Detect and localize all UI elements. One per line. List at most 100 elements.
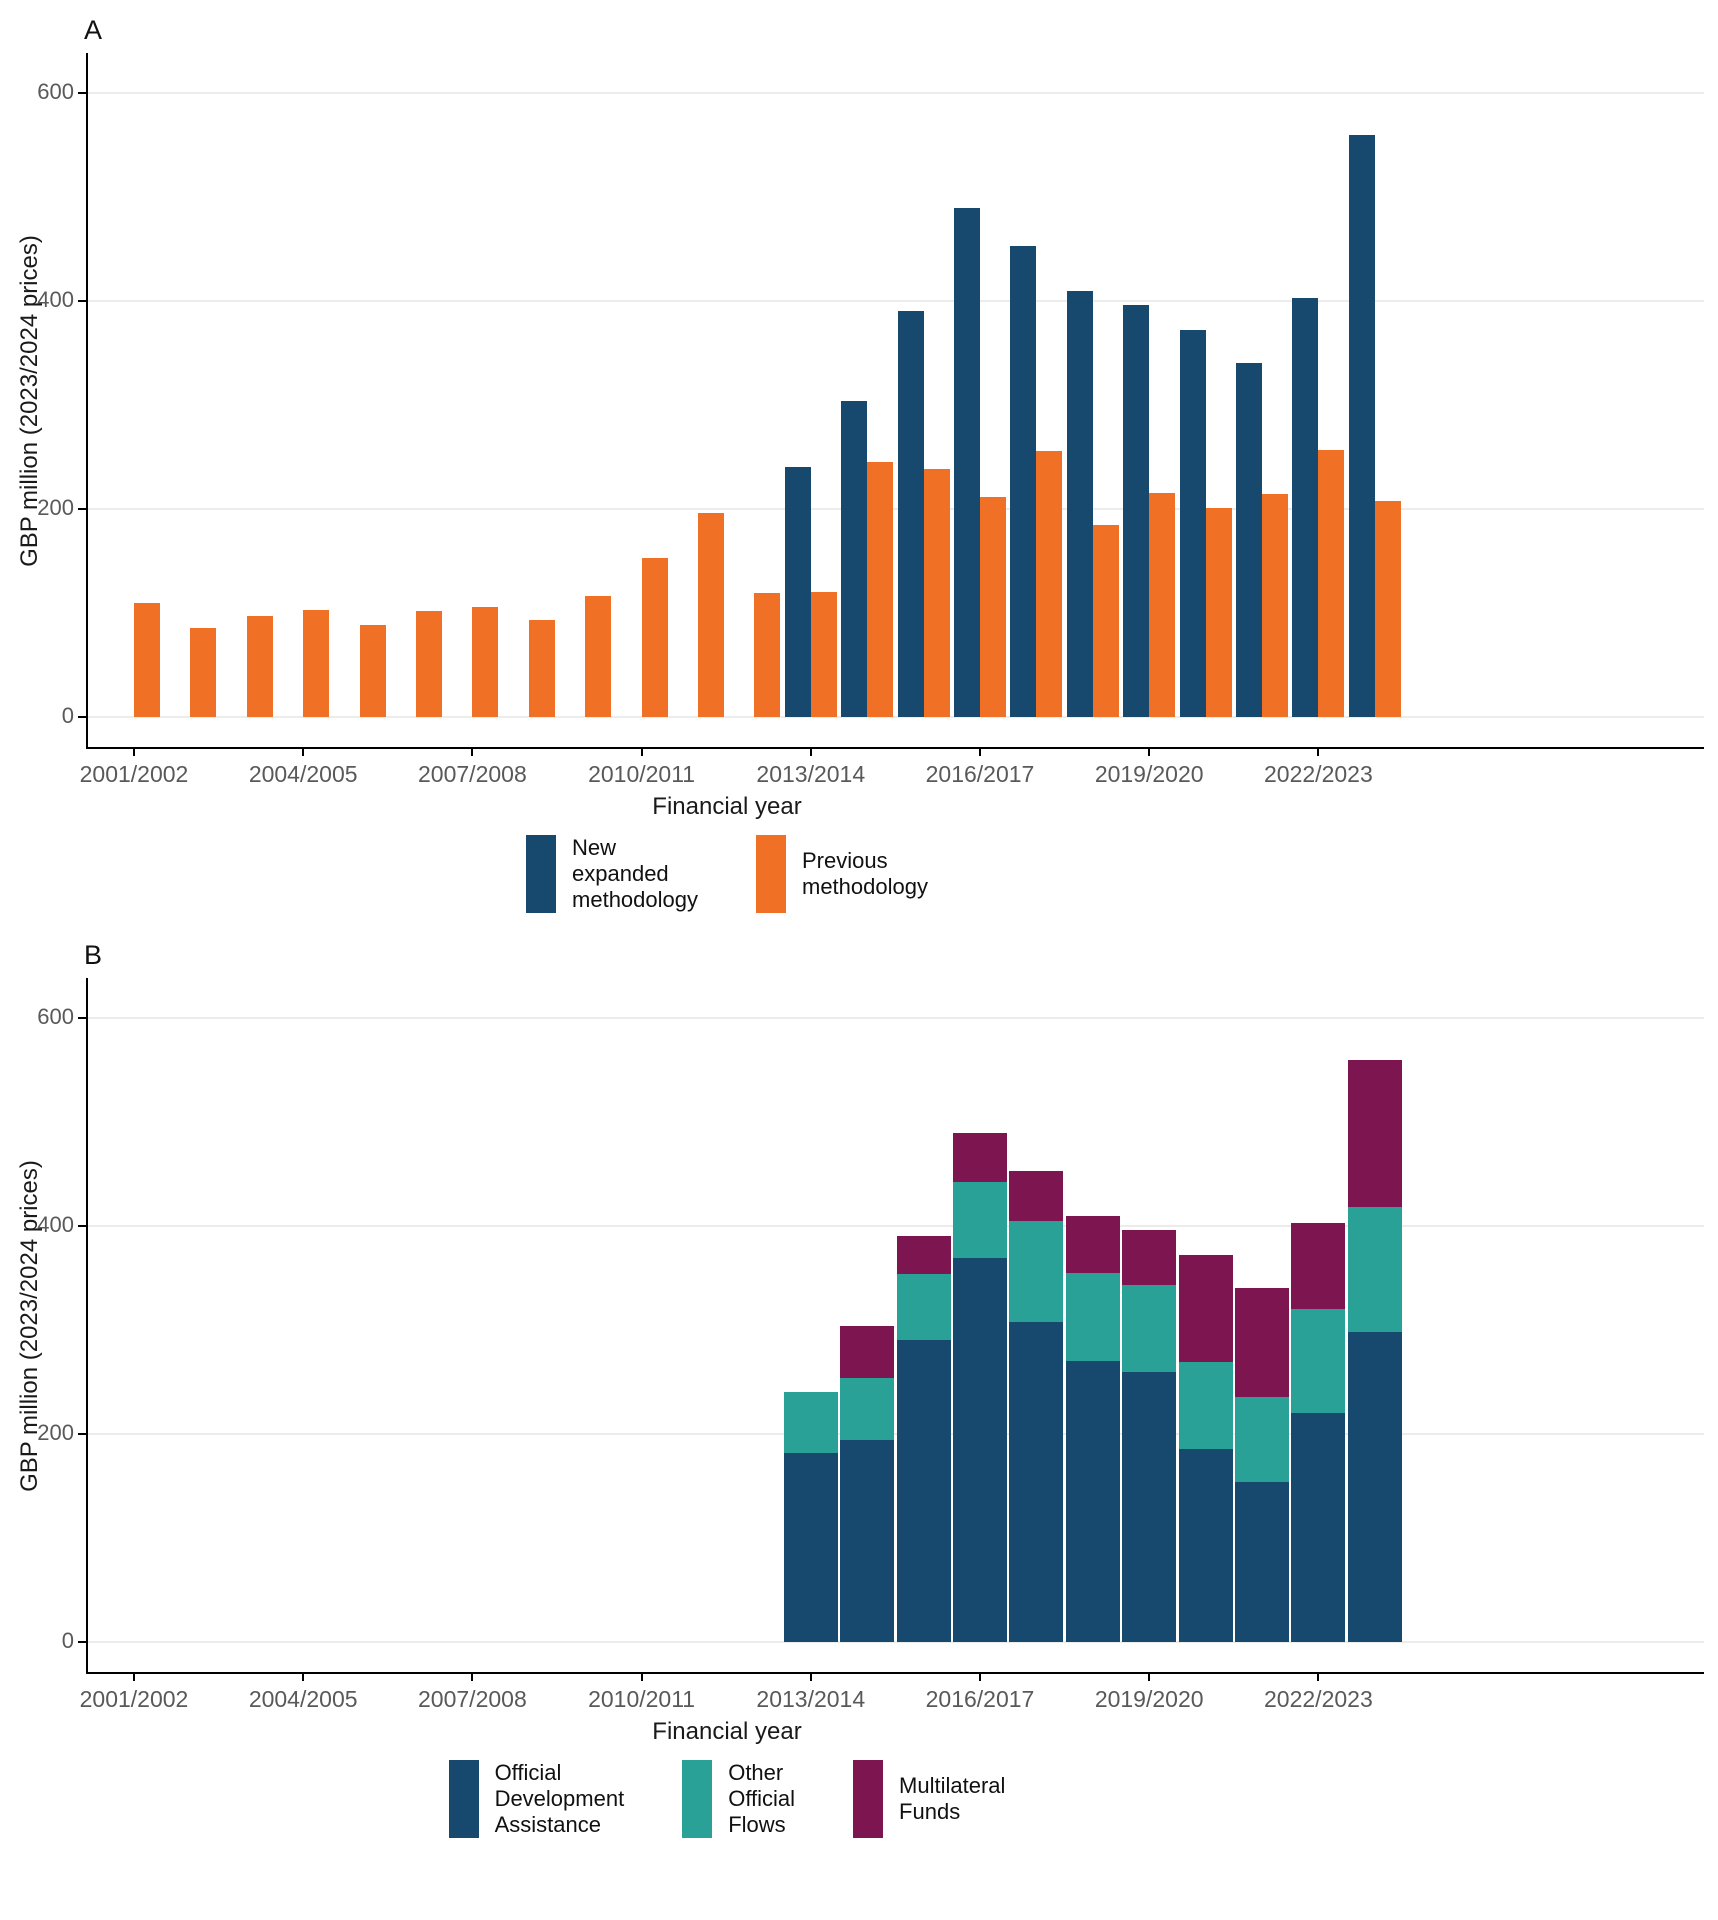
y-tick-label: 400 xyxy=(37,287,74,312)
gridline-0 xyxy=(88,716,1704,718)
stack-segment-2017/2018 xyxy=(1009,1321,1064,1642)
stack-segment-2016/2017 xyxy=(953,1133,1007,1183)
stack-segment-2017/2018 xyxy=(1009,1170,1064,1221)
panel-b-x-axis-title: Financial year xyxy=(652,1718,802,1745)
stack-segment-2022/2023 xyxy=(1291,1413,1346,1642)
stack-segment-2023/2024 xyxy=(1347,1207,1402,1333)
bar-new-methodology-2022/2023 xyxy=(1292,297,1319,717)
y-tick-label: 600 xyxy=(37,79,74,104)
bar-previous-methodology-2021/2022 xyxy=(1262,494,1288,717)
legend-label: Multilateral Funds xyxy=(899,1773,1006,1824)
stack-segment-2021/2022 xyxy=(1235,1288,1289,1397)
stack-segment-2019/2020 xyxy=(1122,1285,1177,1372)
x-tick-label: 2022/2023 xyxy=(1264,761,1373,787)
legend-swatch xyxy=(682,1760,713,1838)
y-tick-label: 400 xyxy=(37,1212,74,1237)
stack-segment-2022/2023 xyxy=(1291,1222,1346,1310)
panel-b-legend: Official Development Assistance Other Off… xyxy=(86,1760,1368,1838)
bar-previous-methodology-2020/2021 xyxy=(1205,507,1232,717)
bar-new-methodology-2023/2024 xyxy=(1348,134,1375,717)
y-tick-mark xyxy=(78,92,87,94)
y-tick-mark xyxy=(78,508,87,510)
panel-b-plot-area: 0 200 400 600 2001/2002 2004/2005 2007/2008 201… xyxy=(37,978,1704,1712)
x-tick-label: 2019/2020 xyxy=(1094,761,1204,787)
gridline-400 xyxy=(88,1225,1704,1227)
stack-segment-2020/2021 xyxy=(1178,1255,1233,1363)
stack-segment-2013/2014 xyxy=(783,1452,838,1642)
bar-new-methodology-2016/2017 xyxy=(954,208,980,717)
x-tick-mark xyxy=(471,1672,474,1681)
legend-item: Previous methodology xyxy=(756,835,928,913)
bar-previous-methodology-2013/2014 xyxy=(810,592,837,717)
y-tick-mark xyxy=(78,300,87,302)
bar-previous-methodology-2009/2010 xyxy=(585,596,612,717)
bar-previous-methodology-2011/2012 xyxy=(698,513,724,717)
legend-label: Official Development Assistance xyxy=(494,1760,625,1837)
x-tick-mark xyxy=(979,747,981,756)
stack-segment-2021/2022 xyxy=(1235,1481,1289,1642)
stack-segment-2016/2017 xyxy=(953,1258,1007,1642)
bar-new-methodology-2019/2020 xyxy=(1123,305,1150,717)
legend-item: Official Development Assistance xyxy=(448,1760,625,1838)
x-tick-mark xyxy=(640,1672,643,1681)
bar-previous-methodology-2003/2004 xyxy=(246,616,273,717)
stack-segment-2019/2020 xyxy=(1122,1371,1177,1642)
x-tick-mark xyxy=(1317,747,1320,756)
x-tick-label: 2016/2017 xyxy=(925,761,1035,787)
legend-label: Previous methodology xyxy=(802,848,928,899)
x-tick-label: 2001/2002 xyxy=(79,761,189,787)
y-tick-label: 0 xyxy=(61,1628,74,1653)
y-tick-mark xyxy=(78,1433,87,1435)
gridline-200 xyxy=(88,1433,1704,1435)
x-tick-mark xyxy=(979,1672,981,1681)
stack-segment-2014/2015 xyxy=(840,1440,895,1642)
x-tick-label: 2010/2011 xyxy=(588,1686,696,1712)
legend-label: Other Official Flows xyxy=(728,1760,796,1837)
bar-previous-methodology-2008/2009 xyxy=(528,620,555,717)
bar-previous-methodology-2017/2018 xyxy=(1036,450,1063,717)
bar-previous-methodology-2010/2011 xyxy=(641,557,668,717)
bar-previous-methodology-2018/2019 xyxy=(1092,524,1119,717)
stack-segment-2020/2021 xyxy=(1178,1448,1233,1642)
bar-new-methodology-2015/2016 xyxy=(897,311,924,717)
y-tick-mark xyxy=(78,1225,87,1227)
bar-new-methodology-2017/2018 xyxy=(1010,245,1037,717)
y-tick-mark xyxy=(78,716,87,718)
y-tick-label: 200 xyxy=(37,495,74,520)
bar-new-methodology-2021/2022 xyxy=(1236,363,1262,717)
y-tick-label: 600 xyxy=(37,1004,74,1029)
gridline-200 xyxy=(88,508,1704,510)
x-tick-mark xyxy=(302,1672,305,1681)
gridline-0 xyxy=(88,1641,1704,1643)
legend-swatch xyxy=(448,1760,479,1838)
x-tick-label: 2001/2002 xyxy=(79,1686,189,1712)
legend-label: New expanded methodology xyxy=(572,835,698,912)
stack-segment-2019/2020 xyxy=(1122,1230,1177,1286)
bar-new-methodology-2018/2019 xyxy=(1066,290,1093,717)
panel-a: A GBP million (2023/2024 prices) 0 200 400… xyxy=(0,0,1718,913)
legend-swatch xyxy=(756,835,786,913)
x-tick-label: 2016/2017 xyxy=(925,1686,1035,1712)
gridline-400 xyxy=(88,300,1704,302)
panel-a-label: A xyxy=(84,15,103,45)
stack-segment-2017/2018 xyxy=(1009,1220,1064,1322)
panel-a-legend: New expanded methodology Previous methodo… xyxy=(86,835,1368,913)
stack-segment-2022/2023 xyxy=(1291,1309,1346,1414)
stack-segment-2015/2016 xyxy=(896,1273,951,1341)
stack-segment-2018/2019 xyxy=(1065,1272,1120,1362)
bar-previous-methodology-2023/2024 xyxy=(1374,500,1401,717)
legend-item: Multilateral Funds xyxy=(853,1760,1005,1838)
legend-item: New expanded methodology xyxy=(526,835,698,913)
panel-a-x-axis-title: Financial year xyxy=(652,793,802,820)
stack-segment-2018/2019 xyxy=(1065,1215,1120,1273)
bar-new-methodology-2014/2015 xyxy=(841,400,868,717)
x-tick-label: 2022/2023 xyxy=(1264,1686,1373,1712)
bar-previous-methodology-2014/2015 xyxy=(867,462,894,717)
bar-previous-methodology-2004/2005 xyxy=(303,609,330,717)
stack-segment-2015/2016 xyxy=(896,1236,951,1274)
bar-previous-methodology-2001/2002 xyxy=(134,602,160,717)
gridline-600 xyxy=(88,92,1704,94)
x-tick-label: 2007/2008 xyxy=(418,1686,527,1712)
x-tick-label: 2004/2005 xyxy=(248,761,358,787)
bar-previous-methodology-2015/2016 xyxy=(923,469,950,717)
